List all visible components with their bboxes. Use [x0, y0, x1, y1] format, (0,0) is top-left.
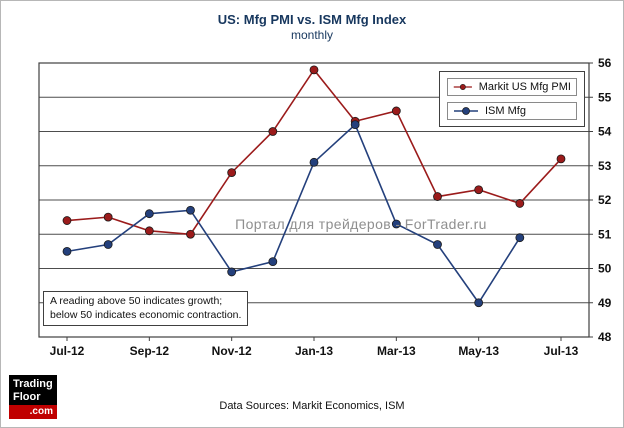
data-point: [391, 219, 401, 229]
legend-label-markit: Markit US Mfg PMI: [478, 81, 571, 93]
x-tick-label: Nov-12: [212, 344, 252, 358]
y-tick-label: 49: [598, 296, 612, 310]
data-point: [144, 209, 154, 219]
data-point: [309, 157, 319, 167]
data-point: [515, 233, 525, 243]
logo-com: .com: [9, 405, 57, 419]
annotation-box: A reading above 50 indicates growth; bel…: [43, 291, 249, 327]
y-tick-label: 51: [598, 227, 612, 241]
legend-marker-markit-icon: [453, 84, 472, 90]
data-point: [515, 199, 525, 208]
x-tick-label: Jul-12: [50, 344, 85, 358]
y-tick-label: 55: [598, 90, 612, 104]
y-tick-label: 56: [598, 56, 612, 70]
data-point: [474, 298, 484, 308]
data-point: [474, 185, 484, 195]
data-point: [144, 226, 154, 236]
data-point: [227, 168, 237, 178]
chart-title: US: Mfg PMI vs. ISM Mfg Index: [217, 12, 407, 27]
x-tick-label: Jan-13: [295, 344, 333, 358]
legend-marker-ism-icon: [454, 107, 478, 115]
data-point: [433, 192, 442, 201]
legend-item-markit: Markit US Mfg PMI: [447, 78, 577, 96]
data-point: [391, 106, 401, 116]
y-tick-label: 53: [598, 159, 612, 173]
data-point: [103, 240, 113, 249]
tradingfloor-logo: Trading Floor .com: [9, 375, 57, 419]
legend-item-ism: ISM Mfg: [447, 102, 577, 120]
y-tick-label: 52: [598, 193, 612, 207]
data-point: [556, 154, 566, 164]
data-point: [268, 127, 278, 136]
chart-subtitle: monthly: [290, 28, 334, 42]
x-tick-label: Jul-13: [544, 344, 579, 358]
data-point: [227, 267, 237, 277]
data-point: [103, 212, 113, 222]
logo-line2: Floor: [13, 390, 41, 403]
legend: Markit US Mfg PMI ISM Mfg: [439, 71, 585, 127]
annotation-line1: A reading above 50 indicates growth;: [50, 295, 223, 307]
y-tick-label: 50: [598, 262, 612, 276]
data-point: [350, 120, 360, 130]
x-tick-label: Sep-12: [130, 344, 170, 358]
y-tick-label: 54: [598, 125, 612, 139]
legend-label-ism: ISM Mfg: [485, 105, 526, 117]
data-point: [186, 229, 195, 239]
data-point: [268, 257, 278, 267]
watermark: Портал для трейдеров - ForTrader.ru: [235, 216, 487, 232]
series-line: [66, 123, 521, 305]
y-tick-label: 48: [598, 330, 612, 344]
x-tick-label: May-13: [458, 344, 499, 358]
data-point: [433, 240, 442, 249]
annotation-line2: below 50 indicates economic contraction.: [50, 308, 242, 321]
data-point: [62, 246, 72, 256]
data-sources: Data Sources: Markit Economics, ISM: [219, 400, 405, 412]
logo-line1: Trading: [13, 378, 53, 390]
data-point: [186, 205, 195, 215]
data-point: [309, 65, 319, 75]
data-point: [62, 216, 72, 225]
x-tick-label: Mar-13: [377, 344, 416, 358]
